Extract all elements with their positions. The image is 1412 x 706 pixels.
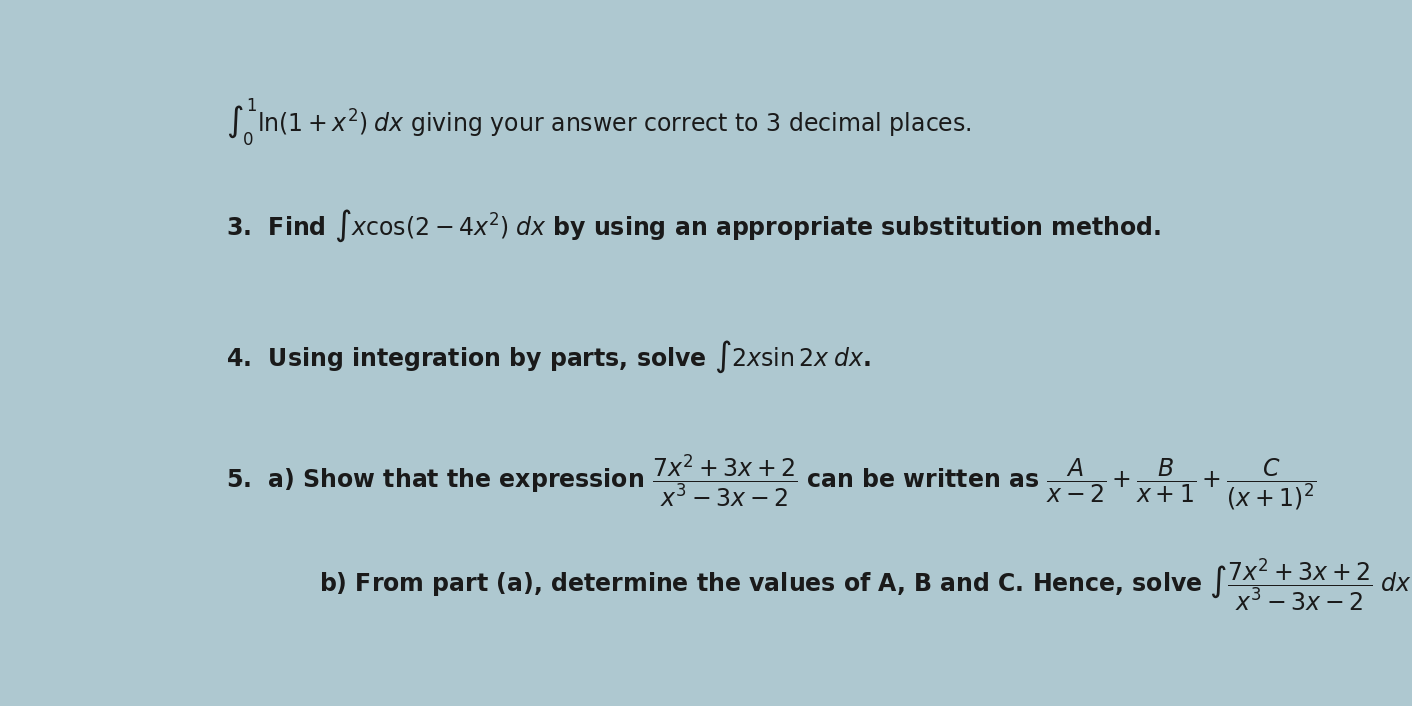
Text: 3.  Find $\int x\cos(2 - 4x^2)\; dx$ by using an appropriate substitution method: 3. Find $\int x\cos(2 - 4x^2)\; dx$ by u… <box>226 208 1161 244</box>
Text: b) From part (a), determine the values of A, B and C. Hence, solve $\int \dfrac{: b) From part (a), determine the values o… <box>319 556 1412 614</box>
Text: $\int_0^1 \ln(1 + x^2)\; dx$ giving your answer correct to 3 decimal places.: $\int_0^1 \ln(1 + x^2)\; dx$ giving your… <box>226 97 971 148</box>
Text: 4.  Using integration by parts, solve $\int 2x \sin 2x\; dx$.: 4. Using integration by parts, solve $\i… <box>226 338 871 375</box>
Text: 5.  a) Show that the expression $\dfrac{7x^2+3x+2}{x^3-3x-2}$ can be written as : 5. a) Show that the expression $\dfrac{7… <box>226 452 1316 512</box>
